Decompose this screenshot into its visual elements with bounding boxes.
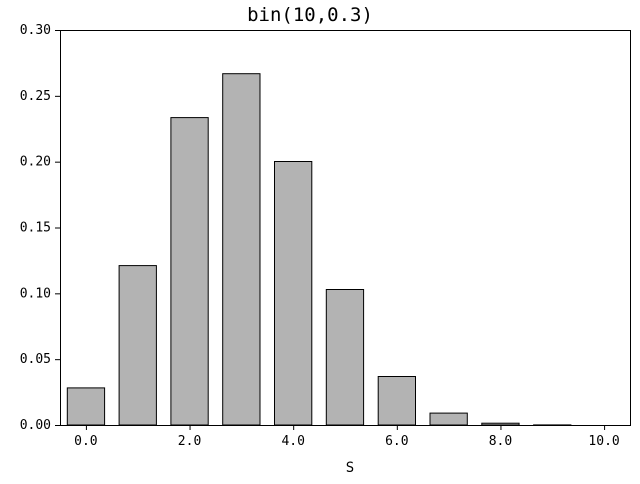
bar-2	[171, 118, 208, 425]
y-tick-label: 0.30	[20, 23, 51, 38]
x-tick-label: 4.0	[281, 434, 304, 449]
bar-5	[326, 290, 363, 426]
bar-3	[223, 74, 260, 425]
y-axis: 0.00 0.05 0.10 0.15 0.20 0.25 0.30	[20, 23, 60, 433]
bar-7	[430, 413, 467, 425]
y-tick-label: 0.20	[20, 155, 51, 170]
y-tick-label: 0.05	[20, 352, 51, 367]
bar-4	[275, 162, 312, 426]
y-tick-label: 0.25	[20, 89, 51, 104]
x-tick-label: 6.0	[385, 434, 408, 449]
x-tick-label: 2.0	[178, 434, 201, 449]
y-tick-label: 0.10	[20, 286, 51, 301]
bar-6	[378, 377, 415, 426]
bar-1	[119, 266, 156, 425]
chart-title: bin(10,0.3)	[247, 4, 373, 26]
bars-layer	[67, 74, 571, 425]
y-tick-label: 0.00	[20, 418, 51, 433]
x-tick-label: 10.0	[588, 434, 619, 449]
bar-8	[482, 423, 519, 425]
y-tick-label: 0.15	[20, 221, 51, 236]
x-axis-label: S	[346, 460, 354, 476]
bar-0	[67, 388, 104, 425]
x-tick-label: 8.0	[489, 434, 512, 449]
x-tick-label: 0.0	[74, 434, 97, 449]
x-axis: 0.0 2.0 4.0 6.0 8.0 10.0	[74, 425, 620, 449]
